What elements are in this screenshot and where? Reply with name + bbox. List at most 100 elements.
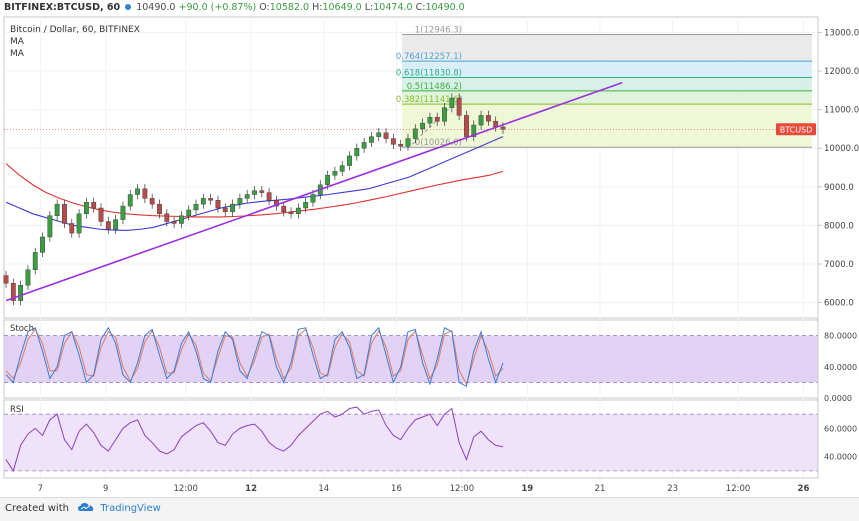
price-tick-label: 7000.0	[824, 260, 854, 270]
price-tick-label: 13000.0	[824, 28, 859, 38]
fib-level-label: 0.618(11830.8)	[396, 69, 462, 79]
low-label: L:	[364, 2, 374, 13]
candle-body	[325, 175, 330, 186]
candle-body	[500, 126, 506, 130]
candle-body	[149, 198, 155, 205]
candle-body	[347, 155, 352, 166]
tradingview-cloud-icon	[78, 503, 94, 511]
time-tick-label: 21	[595, 484, 606, 494]
footer-created: Created with	[5, 503, 69, 514]
candle-body	[310, 194, 316, 203]
candle-body	[237, 198, 243, 205]
candle-body	[200, 198, 206, 205]
candle-body	[383, 132, 389, 139]
price-tick-label: 9000.0	[824, 183, 854, 193]
candle-body	[230, 203, 235, 213]
trendline	[5, 81, 623, 302]
candle-body	[10, 283, 16, 301]
high-label: H:	[312, 2, 323, 13]
fib-zone	[402, 104, 812, 148]
candle-body	[47, 215, 53, 238]
chart-canvas[interactable]: 1(12946.3) 0.764(12257.1) 0.618(11830.8) 0.…	[0, 0, 859, 497]
candle-body	[179, 215, 184, 224]
fib-zone	[402, 61, 812, 78]
candle-body	[434, 117, 440, 122]
candle-body	[471, 124, 477, 137]
candle-body	[332, 171, 338, 176]
candle-body	[76, 213, 82, 234]
footer-brand[interactable]: TradingView	[100, 503, 161, 514]
candle-body	[281, 205, 287, 213]
price-label-box	[776, 123, 816, 136]
candle-body	[354, 148, 360, 157]
candle-body	[478, 115, 484, 126]
price-tick-label: 8000.0	[824, 221, 854, 231]
fib-level-label: 0.5(11486.2)	[407, 82, 462, 92]
stoch-pane: Stoch	[4, 324, 818, 388]
ma-fast-line	[5, 136, 504, 231]
open-value: 10582.0	[269, 2, 310, 13]
candle-body	[376, 132, 382, 137]
moving-averages	[5, 136, 504, 231]
candle-body	[171, 221, 177, 224]
candle-body	[464, 115, 469, 137]
rsi-tick-label: 40.0000	[824, 453, 857, 462]
candle-body	[105, 221, 111, 230]
price-label: BTCUSD	[780, 125, 813, 134]
time-tick-label: 12:00	[450, 484, 475, 494]
open-label: O:	[259, 2, 270, 13]
candle-body	[361, 142, 367, 149]
price-tick-label: 10000.0	[824, 144, 859, 154]
candle-body	[164, 213, 170, 222]
candle-body	[98, 207, 104, 222]
candle-body	[208, 198, 214, 201]
symbol-title[interactable]: BITFINEX:BTCUSD, 60	[4, 2, 121, 13]
candle-body	[32, 252, 38, 270]
price-change: +90.0 (+0.87%)	[178, 2, 257, 13]
candle-body	[266, 192, 272, 201]
candle-body	[215, 200, 221, 209]
candle-body	[18, 284, 24, 301]
candle-body	[135, 188, 140, 195]
candle-body	[54, 203, 60, 216]
candle-body	[456, 97, 462, 116]
candle-body	[186, 209, 192, 216]
legend-title: Bitcoin / Dollar, 60, BITFINEX	[10, 25, 140, 35]
candle-body	[303, 202, 309, 209]
low-value: 10474.0	[373, 2, 413, 13]
candle-body	[259, 190, 265, 193]
candle-body	[412, 128, 418, 139]
rsi-line	[5, 406, 504, 473]
last-price: 10490.0	[136, 2, 176, 13]
candle-body	[142, 188, 148, 199]
candle-body	[127, 194, 133, 207]
high-value: 10649.0	[322, 2, 362, 13]
rsi-tick-label: 60.0000	[824, 424, 857, 433]
candles	[3, 93, 506, 306]
time-tick-label: 12	[245, 484, 257, 494]
time-tick-label: 23	[667, 484, 678, 494]
candle-body	[405, 138, 411, 147]
candle-body	[113, 219, 119, 230]
stoch-tick-label: 80.0000	[824, 332, 857, 341]
price-axis-bg	[818, 0, 859, 497]
fib-zone	[402, 34, 812, 62]
candle-body	[40, 236, 45, 253]
stoch-k-line	[5, 326, 504, 388]
time-tick-label: 19	[521, 484, 533, 494]
trendline-group[interactable]	[5, 81, 623, 302]
price-tick-label: 11000.0	[824, 106, 859, 116]
candle-body	[427, 117, 433, 124]
fibonacci-retracement[interactable]: 1(12946.3) 0.764(12257.1) 0.618(11830.8) 0.…	[4, 26, 818, 149]
candle-body	[288, 211, 294, 215]
candle-body	[244, 194, 250, 199]
time-tick-label: 12:00	[173, 484, 198, 494]
candle-body	[390, 138, 396, 145]
time-tick-label: 26	[798, 484, 810, 494]
candle-body	[69, 223, 75, 234]
fib-level-label: 0.764(12257.1)	[396, 52, 462, 62]
stoch-d-line	[5, 328, 504, 386]
candle-body	[62, 203, 67, 224]
axes: 13000.0 12000.0 11000.0 10000.0 9000.0 8000.0…	[4, 0, 859, 497]
candle-body	[339, 165, 345, 172]
